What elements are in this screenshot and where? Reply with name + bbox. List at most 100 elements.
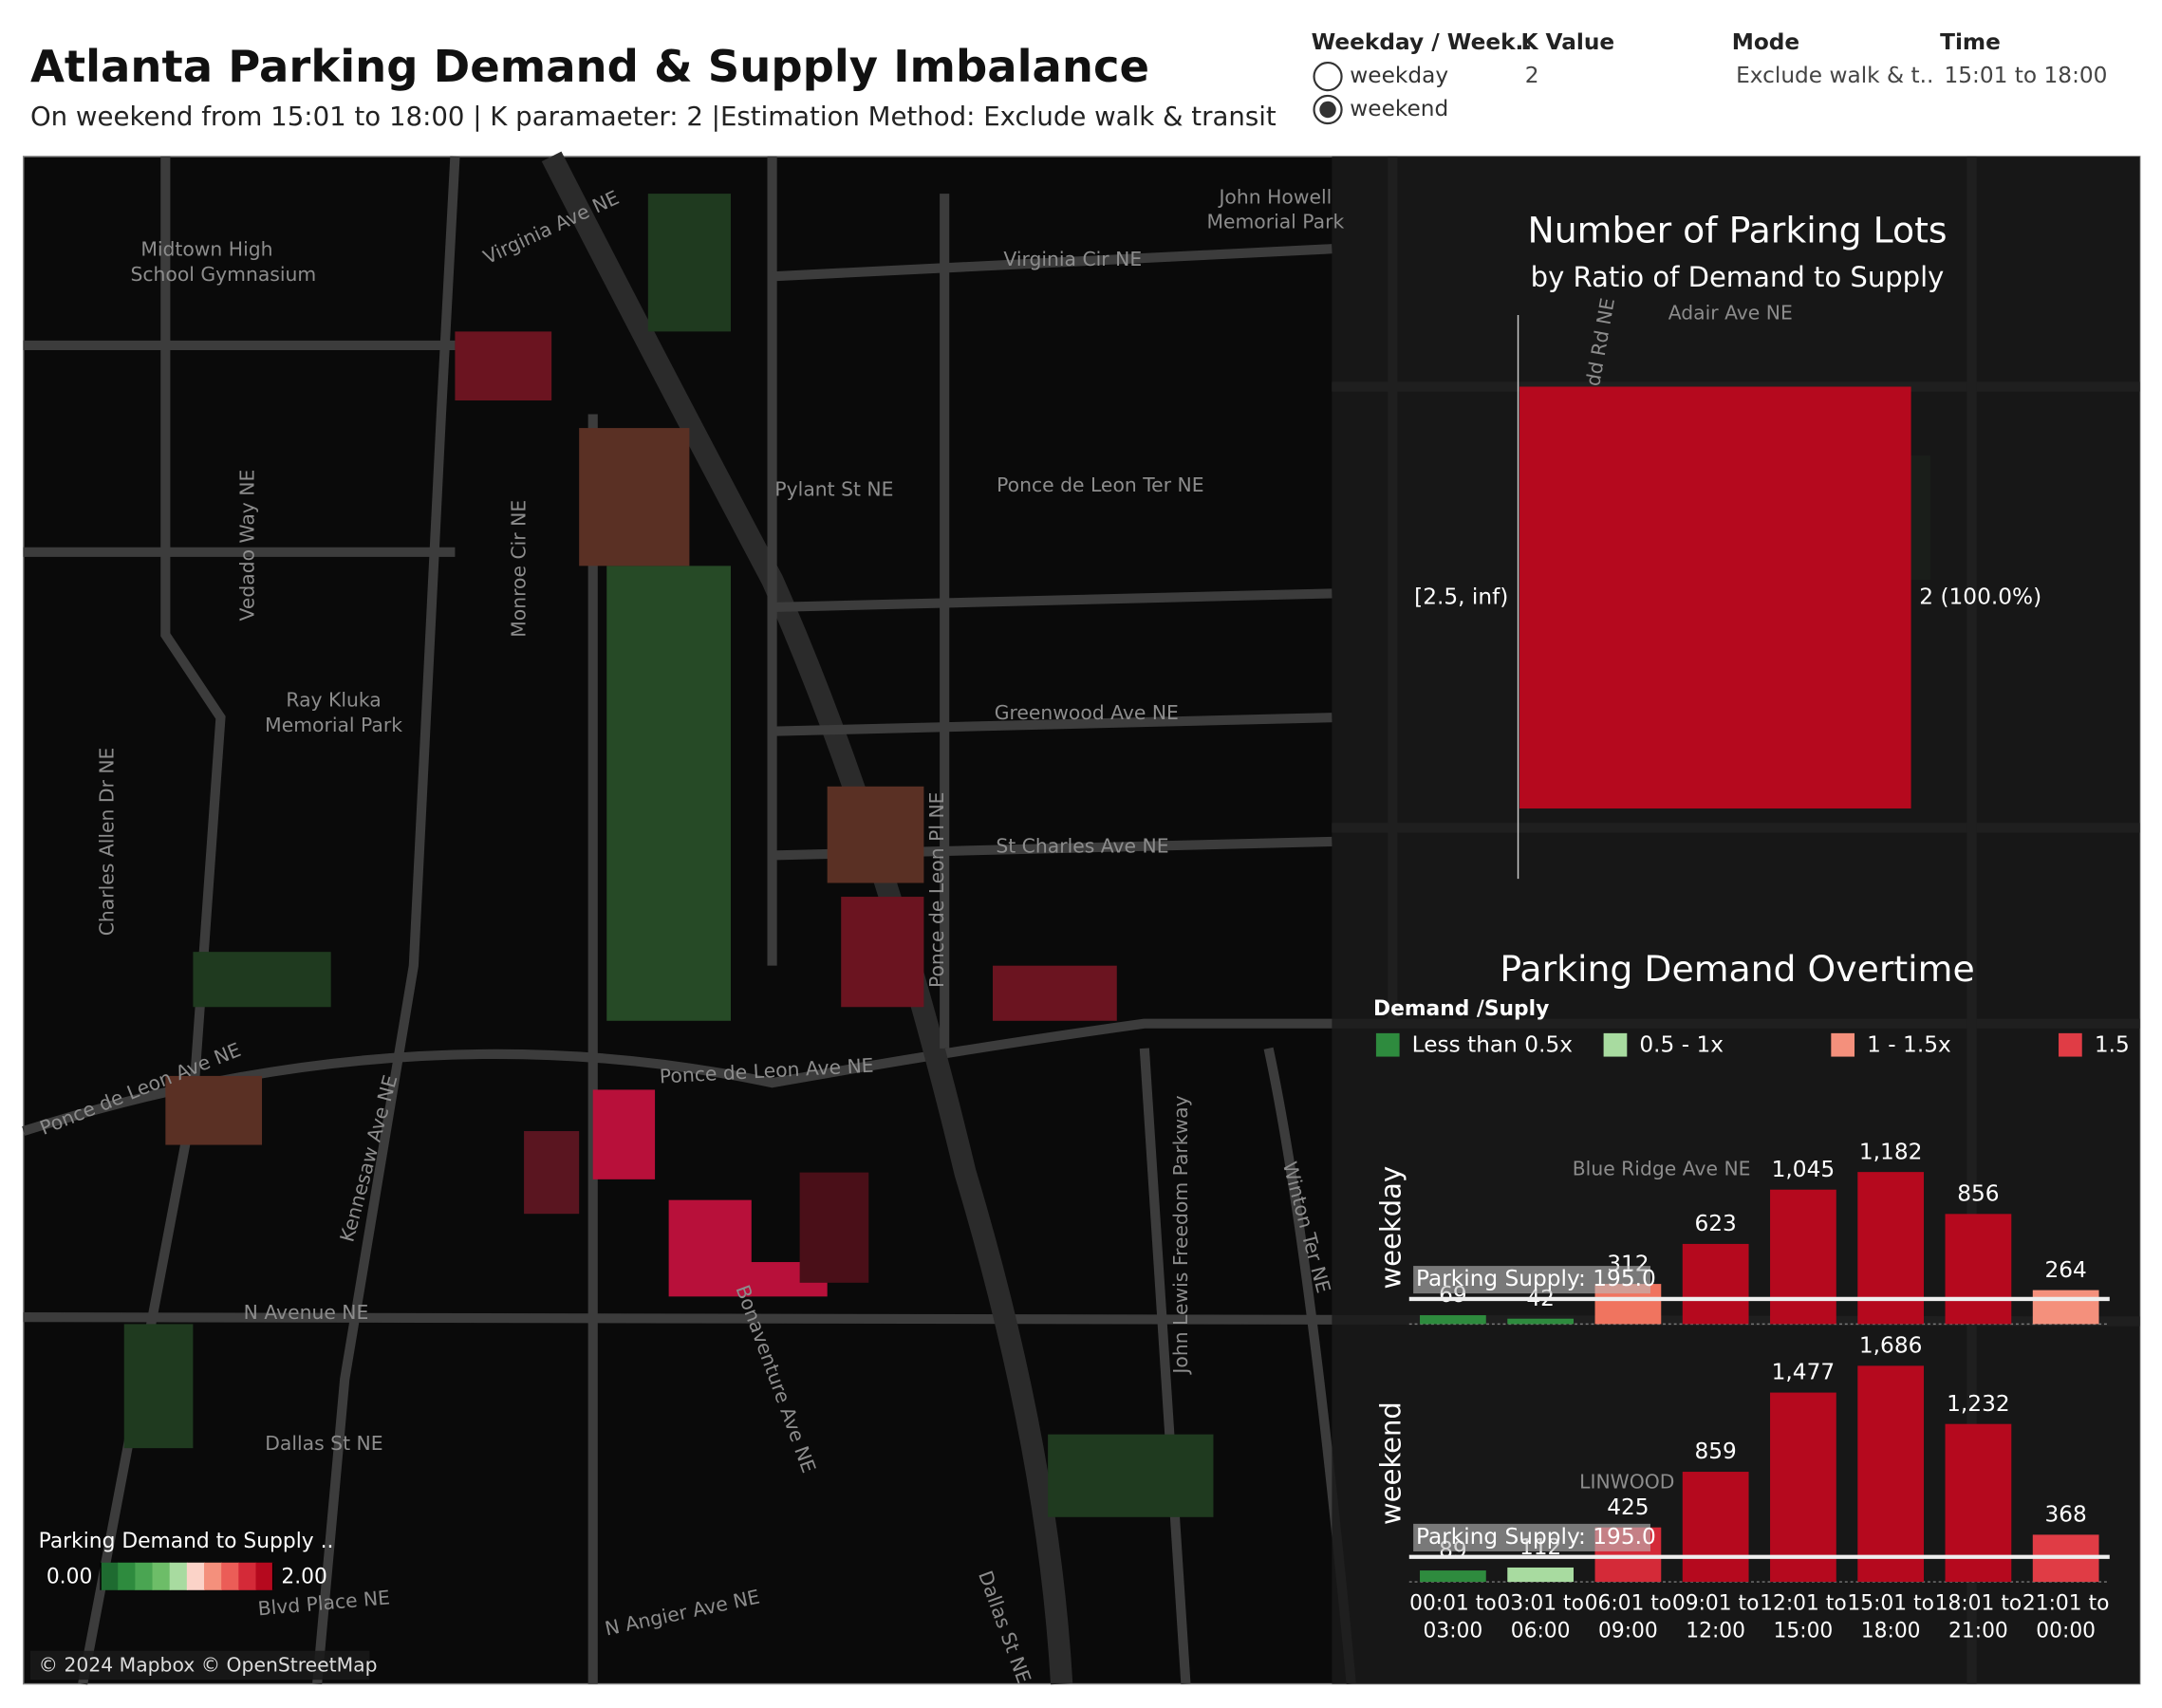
x-tick-line: 03:01 to — [1497, 1591, 1584, 1615]
street-label: Charles Allen Dr NE — [95, 748, 118, 937]
filter-value[interactable]: 2 — [1525, 63, 1539, 88]
filter-label: Weekday / Week.. — [1312, 29, 1533, 55]
street-label: LINWOOD — [1579, 1470, 1674, 1493]
x-tick-line: 06:01 to — [1585, 1591, 1672, 1615]
value-label: 856 — [1957, 1180, 1999, 1206]
street-label: Midtown High — [140, 238, 272, 261]
legend-swatch — [1603, 1032, 1628, 1057]
street-label: Ponce de Leon Ter NE — [997, 473, 1203, 496]
x-tick-line: 00:01 to — [1409, 1591, 1497, 1615]
radio-label[interactable]: weekday — [1350, 63, 1448, 88]
bar — [1857, 1365, 1925, 1583]
colorbar-step — [152, 1562, 171, 1590]
colorbar-step — [118, 1562, 137, 1590]
street-label: Ponce de Leon Pl NE — [925, 791, 948, 988]
filter-label: K Value — [1520, 29, 1614, 55]
facet-label: weekday — [1374, 1166, 1407, 1290]
colorbar-step — [186, 1562, 205, 1590]
bar — [1945, 1214, 2012, 1325]
street-label: Dallas St NE — [265, 1432, 382, 1455]
x-tick-label: 00:01 to 03:00 — [1409, 1591, 1497, 1643]
x-tick-line: 18:00 — [1861, 1619, 1921, 1643]
title: Atlanta Parking Demand & Supply Imbalanc… — [30, 41, 1149, 92]
street-label: Ray Kluka — [286, 689, 381, 712]
street-label: School Gymnasium — [130, 263, 316, 286]
value-label: 1,232 — [1947, 1391, 2010, 1417]
street-label: Monroe Cir NE — [508, 500, 531, 638]
filter-label: Mode — [1732, 29, 1799, 55]
x-tick-line: 06:00 — [1511, 1619, 1571, 1643]
legend-swatch — [1375, 1032, 1400, 1057]
street-label: Memorial Park — [1206, 211, 1344, 233]
bar — [1682, 1472, 1749, 1583]
x-tick-line: 03:00 — [1424, 1619, 1483, 1643]
legend-label: Less than 0.5x — [1412, 1031, 1573, 1057]
bar — [1420, 1315, 1486, 1325]
x-tick-line: 15:01 to — [1847, 1591, 1934, 1615]
reference-label-box — [1413, 1266, 1651, 1294]
street-label: Virginia Cir NE — [1003, 248, 1142, 270]
colorbar-step — [204, 1562, 222, 1590]
reference-label: Parking Supply: 195.0 — [1416, 1524, 1656, 1550]
value-label: 1,686 — [1859, 1333, 1923, 1359]
x-tick-line: 21:00 — [1948, 1619, 2008, 1643]
value-label: 1,477 — [1772, 1360, 1836, 1385]
filters: Weekday / Week.. weekday weekend K Value 2 Mo… — [1312, 29, 2107, 125]
chart-title: Number of Parking Lots — [1527, 209, 1947, 251]
street-label: John Howell — [1217, 185, 1332, 208]
filter-label: Time — [1940, 29, 2001, 55]
attribution: © 2024 Mapbox © OpenStreetMap — [39, 1654, 378, 1677]
bar — [1857, 1172, 1925, 1325]
x-tick-label: 09:01 to 12:00 — [1672, 1591, 1760, 1643]
radio-button[interactable] — [1313, 61, 1343, 92]
reference-label-box — [1413, 1523, 1651, 1551]
colorbar-step — [255, 1562, 274, 1590]
parking-lots — [123, 194, 1930, 1517]
legend-swatch — [2059, 1032, 2082, 1057]
charts: Number of Parking Lots by Ratio of Demand… — [1373, 209, 2130, 1643]
bar — [2032, 1290, 2099, 1325]
colorbar-step — [238, 1562, 257, 1590]
legend-title: Demand /Suply — [1373, 997, 1549, 1021]
street-label: Pylant St NE — [774, 477, 893, 500]
street-label: John Lewis Freedom Parkway — [1169, 1095, 1192, 1375]
value-label: 264 — [2044, 1257, 2086, 1283]
x-tick-label: 15:01 to 18:00 — [1847, 1591, 1934, 1643]
x-tick-line: 09:00 — [1598, 1619, 1658, 1643]
chart-title: Parking Demand Overtime — [1500, 948, 1974, 990]
value-label: 425 — [1607, 1494, 1649, 1520]
bar — [1519, 386, 1911, 809]
filter-value[interactable]: Exclude walk & t.. — [1736, 63, 1933, 88]
x-tick-line: 00:00 — [2036, 1619, 2096, 1643]
x-tick-label: 18:01 to 21:00 — [1935, 1591, 2022, 1643]
value-label: 859 — [1694, 1439, 1736, 1464]
facet-label: weekend — [1374, 1402, 1407, 1525]
x-tick-line: 18:01 to — [1935, 1591, 2022, 1615]
colorbar-step — [221, 1562, 240, 1590]
x-tick-line: 21:01 to — [2022, 1591, 2110, 1615]
x-tick-label: 21:01 to 00:00 — [2022, 1591, 2110, 1643]
legend-swatch — [1831, 1032, 1855, 1057]
value-label: 2 (100.0%) — [1919, 584, 2041, 609]
value-label: 1,045 — [1772, 1157, 1836, 1182]
legend-label: 1.5 — [2095, 1031, 2130, 1057]
radio-label[interactable]: weekend — [1350, 96, 1448, 121]
y-tick-label: [2.5, inf) — [1414, 584, 1508, 609]
legend-label: 1 - 1.5x — [1867, 1031, 1951, 1057]
attribution-box — [29, 1650, 370, 1680]
x-tick-label: 12:01 to 15:00 — [1760, 1591, 1847, 1643]
colorbar: 0.00 2.00 — [47, 1562, 327, 1590]
subtitle: On weekend from 15:01 to 18:00 | K param… — [30, 101, 1277, 132]
filter-value[interactable]: 15:01 to 18:00 — [1944, 63, 2107, 88]
x-tick-line: 09:01 to — [1672, 1591, 1760, 1615]
bar — [1682, 1243, 1749, 1325]
colorbar-tick-label: 0.00 — [47, 1566, 93, 1589]
x-tick-label: 03:01 to 06:00 — [1497, 1591, 1584, 1643]
reference-label: Parking Supply: 195.0 — [1416, 1266, 1656, 1291]
colorbar-step — [101, 1562, 119, 1590]
street-label: Vedado Way NE — [236, 470, 259, 622]
street-label: N Avenue NE — [244, 1301, 369, 1324]
bar — [1507, 1567, 1575, 1583]
